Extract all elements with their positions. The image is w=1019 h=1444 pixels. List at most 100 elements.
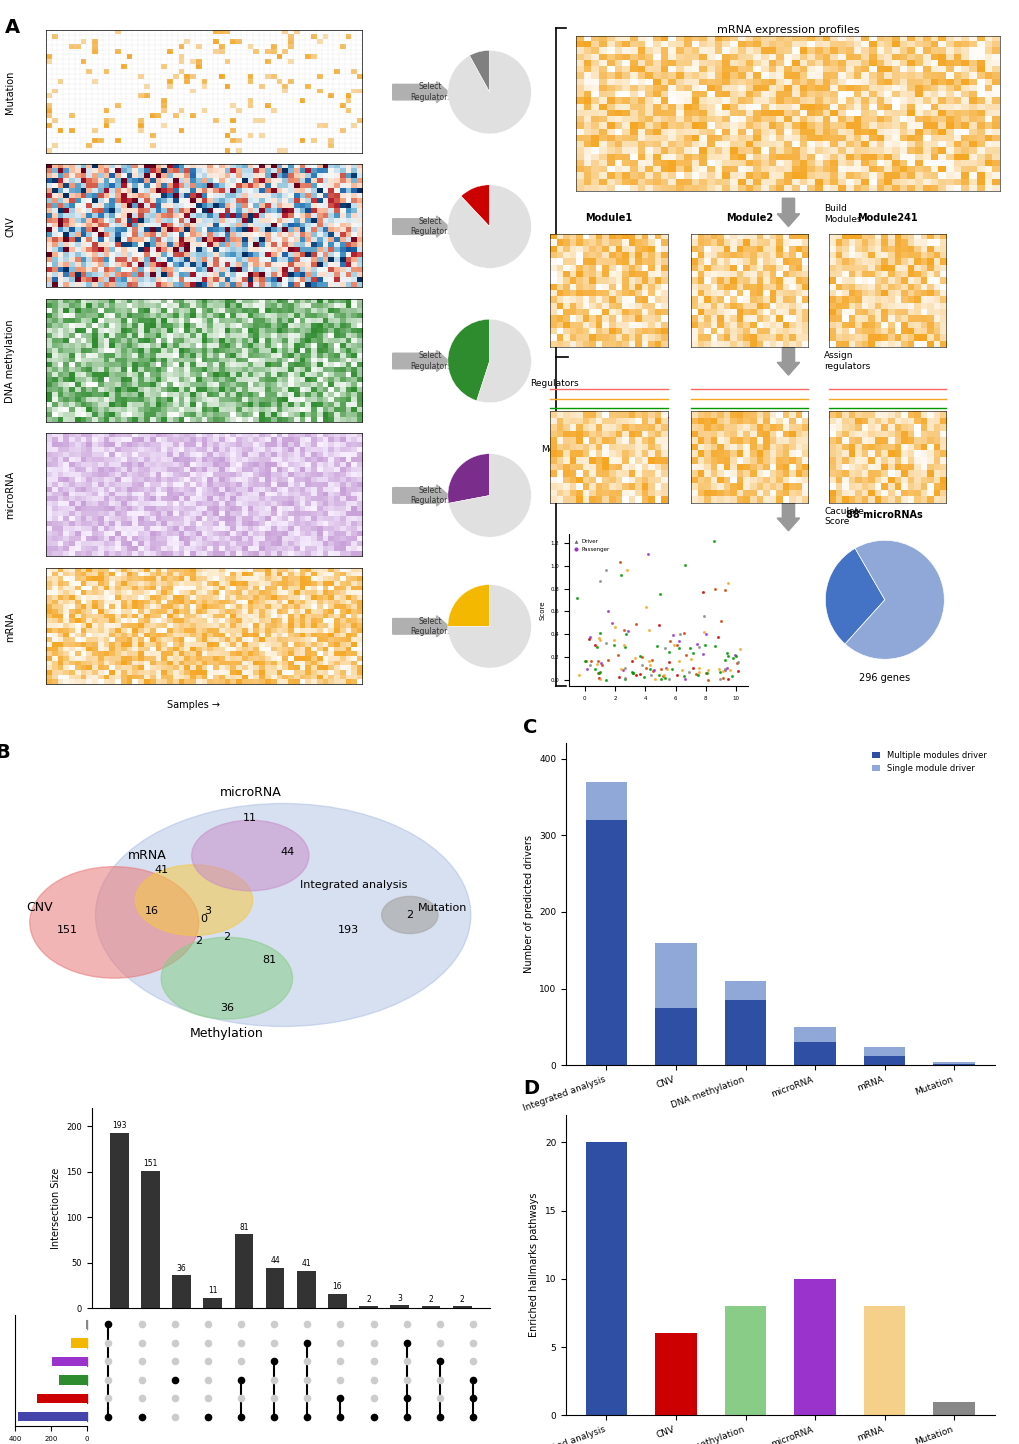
Point — [706, 578, 722, 601]
Point — [663, 624, 680, 647]
Ellipse shape — [161, 937, 292, 1019]
Bar — [794, 1043, 836, 1066]
Text: Methylation: Methylation — [41, 1375, 87, 1385]
Point — [695, 621, 711, 644]
Point — [599, 648, 615, 671]
Text: 16: 16 — [145, 907, 159, 917]
Point — [581, 625, 597, 648]
Point — [616, 667, 633, 690]
Text: A: A — [5, 17, 20, 38]
Point — [682, 637, 698, 660]
Point — [730, 658, 746, 682]
Point — [681, 660, 697, 683]
Point — [678, 644, 694, 667]
Point — [725, 647, 741, 670]
Point — [620, 619, 636, 643]
Bar — [863, 1047, 905, 1056]
Text: B: B — [0, 744, 10, 762]
Text: Build
Modules: Build Modules — [823, 204, 861, 224]
Point — [656, 667, 673, 690]
Point — [657, 657, 674, 680]
Text: 2: 2 — [428, 1295, 433, 1304]
Text: Mutation: Mutation — [53, 1320, 87, 1328]
Point — [616, 666, 633, 689]
Point — [618, 622, 634, 645]
Point — [612, 657, 629, 680]
Point — [676, 669, 692, 692]
Point — [591, 660, 607, 683]
Text: microRNA: microRNA — [219, 786, 281, 799]
Point — [645, 658, 661, 682]
Text: Module241: Module241 — [856, 214, 917, 222]
Legend: Multiple modules driver, Single module driver: Multiple modules driver, Single module d… — [868, 748, 989, 777]
Point — [695, 605, 711, 628]
FancyArrow shape — [392, 217, 448, 237]
Point — [690, 635, 706, 658]
Point — [592, 651, 608, 674]
Text: 11: 11 — [244, 813, 257, 823]
Point — [627, 647, 643, 670]
Bar — [75, 1339, 88, 1347]
Text: 88 microRNAs: 88 microRNAs — [845, 510, 922, 520]
Point — [632, 644, 648, 667]
Wedge shape — [476, 319, 531, 403]
Point — [640, 618, 656, 641]
Text: 0: 0 — [200, 914, 207, 924]
Point — [685, 641, 701, 664]
Bar — [421, 1307, 440, 1308]
Bar — [203, 1298, 222, 1308]
Ellipse shape — [381, 897, 437, 934]
Wedge shape — [447, 185, 531, 269]
Point — [599, 599, 615, 622]
Point — [591, 628, 607, 651]
Text: Select
Regulators: Select Regulators — [410, 82, 450, 103]
Point — [700, 669, 716, 692]
Point — [690, 664, 706, 687]
Point — [641, 650, 657, 673]
Point — [712, 609, 729, 632]
Y-axis label: Enriched hallmarks pathways: Enriched hallmarks pathways — [529, 1193, 539, 1337]
Bar — [52, 1357, 87, 1366]
Point — [688, 663, 704, 686]
Bar — [794, 1279, 836, 1415]
Bar — [654, 1333, 696, 1415]
Text: 41: 41 — [154, 865, 168, 875]
Text: mRNA: mRNA — [63, 1339, 87, 1347]
Point — [685, 657, 701, 680]
Point — [625, 661, 641, 684]
Point — [675, 664, 691, 687]
Text: CNV: CNV — [5, 217, 15, 237]
FancyArrow shape — [392, 485, 448, 505]
Point — [650, 663, 666, 686]
Point — [683, 648, 699, 671]
Point — [705, 530, 721, 553]
Ellipse shape — [96, 803, 471, 1027]
Point — [624, 648, 640, 671]
Point — [652, 667, 668, 690]
Text: Methylation: Methylation — [190, 1028, 264, 1041]
Bar — [18, 1412, 87, 1421]
Point — [609, 644, 626, 667]
Bar — [794, 1027, 836, 1043]
Bar — [59, 1375, 87, 1385]
Point — [711, 667, 728, 690]
Point — [641, 657, 657, 680]
Point — [689, 632, 705, 656]
Point — [696, 634, 712, 657]
Text: Assign
regulators: Assign regulators — [823, 351, 869, 371]
Point — [714, 660, 731, 683]
Point — [711, 660, 728, 683]
Text: Select
Regulators: Select Regulators — [410, 617, 450, 635]
Text: 36: 36 — [220, 1004, 233, 1012]
Text: 44: 44 — [280, 846, 294, 856]
Text: 2: 2 — [406, 910, 413, 920]
Point — [637, 596, 653, 619]
Bar — [328, 1294, 346, 1308]
Point — [625, 661, 641, 684]
Point — [719, 644, 736, 667]
Text: Select
Regulators: Select Regulators — [410, 485, 450, 505]
Point — [627, 612, 643, 635]
Wedge shape — [447, 51, 531, 134]
Point — [605, 632, 622, 656]
Point — [672, 622, 688, 645]
